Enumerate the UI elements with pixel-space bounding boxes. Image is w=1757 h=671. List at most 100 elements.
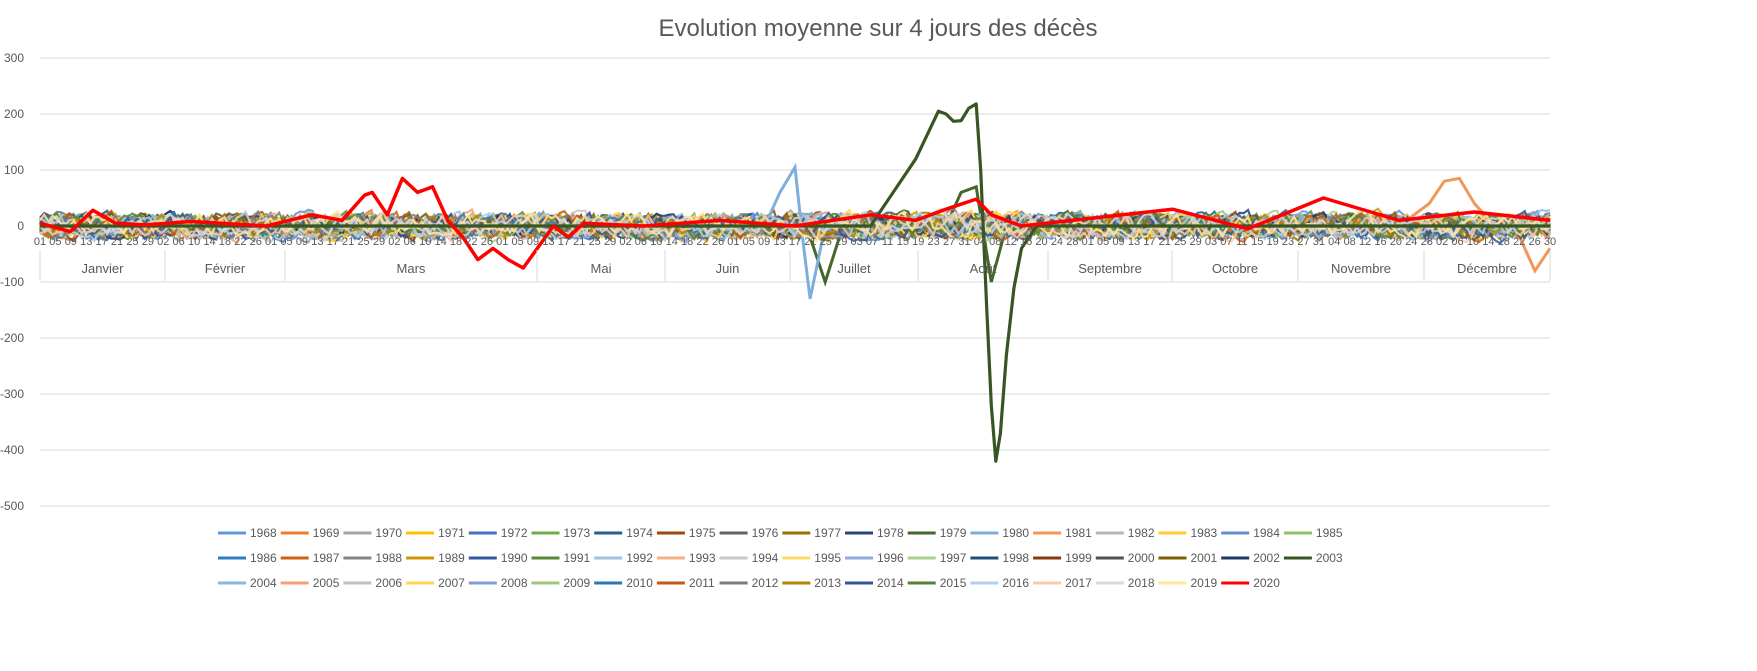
legend-label-1999: 1999 — [1065, 551, 1092, 565]
x-tick-label: 05 — [49, 236, 61, 248]
x-tick-label: 15 — [1251, 236, 1263, 248]
legend-label-1971: 1971 — [438, 526, 465, 540]
x-tick-label: 18 — [681, 236, 693, 248]
legend-label-1992: 1992 — [626, 551, 653, 565]
legend-label-1982: 1982 — [1128, 526, 1155, 540]
x-tick-label: 20 — [1390, 236, 1402, 248]
x-tick-label: 19 — [1267, 236, 1279, 248]
legend-label-2018: 2018 — [1128, 576, 1155, 590]
x-tick-label: 12 — [1359, 236, 1371, 248]
x-tick-label: 03 — [851, 236, 863, 248]
legend-label-1977: 1977 — [814, 526, 841, 540]
series-peak-1980 — [763, 162, 827, 300]
x-tick-label: 17 — [1143, 236, 1155, 248]
y-tick-label: 100 — [4, 163, 24, 177]
legend-label-2014: 2014 — [877, 576, 904, 590]
legend-label-1988: 1988 — [375, 551, 402, 565]
x-tick-label: 25 — [357, 236, 369, 248]
x-tick-label: 07 — [1220, 236, 1232, 248]
month-label: Décembre — [1457, 261, 1517, 276]
x-tick-label: 02 — [619, 236, 631, 248]
legend-label-1970: 1970 — [375, 526, 402, 540]
legend-label-2020: 2020 — [1253, 576, 1280, 590]
x-tick-label: 25 — [126, 236, 138, 248]
legend-label-2004: 2004 — [250, 576, 277, 590]
legend-label-1969: 1969 — [313, 526, 340, 540]
chart-title: Evolution moyenne sur 4 jours des décès — [659, 15, 1098, 42]
legend-label-1985: 1985 — [1316, 526, 1343, 540]
x-tick-label: 01 — [496, 236, 508, 248]
legend-label-1979: 1979 — [940, 526, 967, 540]
x-tick-label: 05 — [1097, 236, 1109, 248]
x-tick-label: 25 — [820, 236, 832, 248]
x-tick-label: 09 — [1112, 236, 1124, 248]
x-tick-label: 14 — [666, 236, 678, 248]
x-tick-label: 09 — [527, 236, 539, 248]
legend-label-1980: 1980 — [1002, 526, 1029, 540]
x-tick-label: 26 — [712, 236, 724, 248]
x-tick-label: 27 — [1297, 236, 1309, 248]
month-label: Juillet — [837, 261, 871, 276]
series-highlight — [39, 102, 1551, 463]
month-label: Novembre — [1331, 261, 1391, 276]
legend-label-1984: 1984 — [1253, 526, 1280, 540]
x-tick-label: 10 — [1467, 236, 1479, 248]
legend-label-2002: 2002 — [1253, 551, 1280, 565]
x-tick-label: 30 — [1544, 236, 1556, 248]
x-tick-label: 05 — [743, 236, 755, 248]
y-tick-label: -100 — [0, 275, 24, 289]
legend-label-1978: 1978 — [877, 526, 904, 540]
x-tick-label: 17 — [327, 236, 339, 248]
legend-label-2010: 2010 — [626, 576, 653, 590]
x-tick-label: 21 — [804, 236, 816, 248]
x-tick-label: 24 — [1405, 236, 1417, 248]
legend-label-2019: 2019 — [1191, 576, 1218, 590]
x-tick-label: 29 — [373, 236, 385, 248]
legend-label-1986: 1986 — [250, 551, 277, 565]
legend-label-1990: 1990 — [501, 551, 528, 565]
x-tick-label: 10 — [650, 236, 662, 248]
legend-label-2012: 2012 — [752, 576, 779, 590]
y-tick-label: 200 — [4, 107, 24, 121]
month-label: Septembre — [1078, 261, 1142, 276]
x-tick-label: 18 — [450, 236, 462, 248]
x-tick-label: 15 — [897, 236, 909, 248]
x-tick-label: 04 — [1328, 236, 1340, 248]
x-tick-label: 08 — [1344, 236, 1356, 248]
legend-label-2005: 2005 — [313, 576, 340, 590]
x-tick-label: 16 — [1020, 236, 1032, 248]
x-tick-label: 22 — [696, 236, 708, 248]
month-label: Janvier — [82, 261, 125, 276]
x-tick-label: 09 — [296, 236, 308, 248]
y-tick-label: -500 — [0, 499, 24, 513]
legend-label-1991: 1991 — [564, 551, 591, 565]
x-tick-label: 17 — [558, 236, 570, 248]
x-tick-label: 31 — [958, 236, 970, 248]
x-tick-label: 20 — [1035, 236, 1047, 248]
legend-label-1974: 1974 — [626, 526, 653, 540]
x-tick-label: 22 — [465, 236, 477, 248]
legend-label-1975: 1975 — [689, 526, 716, 540]
x-tick-label: 11 — [1236, 236, 1247, 248]
legend-label-1998: 1998 — [1002, 551, 1029, 565]
grid — [40, 57, 1550, 507]
x-tick-label: 22 — [234, 236, 246, 248]
legend-label-1976: 1976 — [752, 526, 779, 540]
y-tick-label: -200 — [0, 331, 24, 345]
legend-label-2003: 2003 — [1316, 551, 1343, 565]
x-tick-label: 17 — [96, 236, 108, 248]
x-tick-label: 13 — [1128, 236, 1140, 248]
month-label: Mai — [591, 261, 612, 276]
x-tick-label: 04 — [974, 236, 986, 248]
legend: 1968 1969 1970 1971 1972 1973 1974 1975 1976 1977… — [218, 526, 1343, 590]
x-tick-label: 31 — [1313, 236, 1325, 248]
legend-label-2009: 2009 — [564, 576, 591, 590]
x-tick-label: 09 — [758, 236, 770, 248]
x-tick-label: 21 — [1159, 236, 1171, 248]
series-line-2017 — [39, 209, 1551, 244]
x-tick-label: 16 — [1374, 236, 1386, 248]
month-label: Octobre — [1212, 261, 1258, 276]
x-tick-label: 19 — [912, 236, 924, 248]
